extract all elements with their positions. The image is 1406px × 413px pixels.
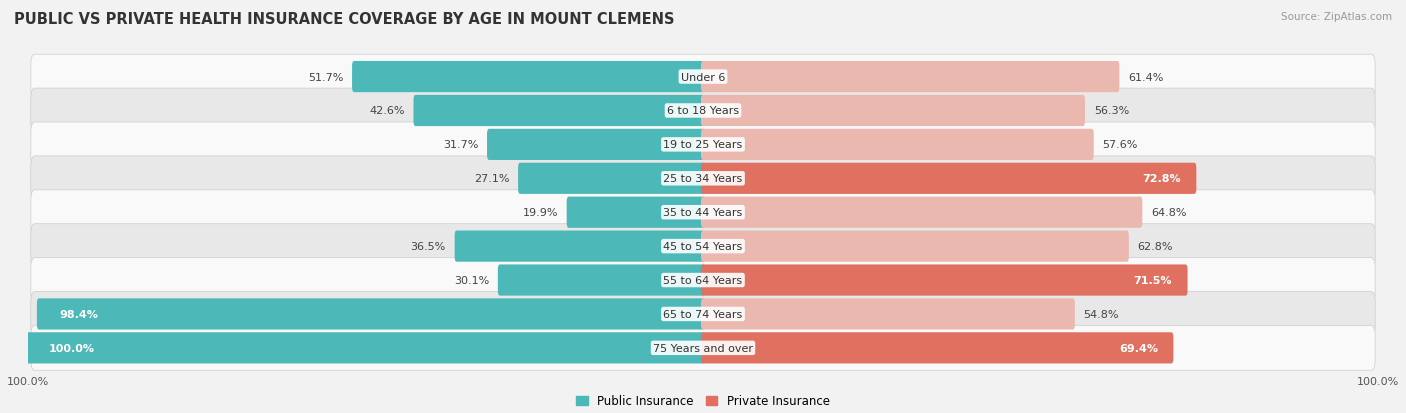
FancyBboxPatch shape [37, 299, 704, 330]
Text: PUBLIC VS PRIVATE HEALTH INSURANCE COVERAGE BY AGE IN MOUNT CLEMENS: PUBLIC VS PRIVATE HEALTH INSURANCE COVER… [14, 12, 675, 27]
FancyBboxPatch shape [31, 89, 1375, 133]
FancyBboxPatch shape [27, 332, 704, 363]
Text: 61.4%: 61.4% [1128, 72, 1164, 82]
Text: 45 to 54 Years: 45 to 54 Years [664, 242, 742, 252]
FancyBboxPatch shape [31, 224, 1375, 269]
FancyBboxPatch shape [31, 258, 1375, 303]
Text: 19.9%: 19.9% [523, 208, 558, 218]
Text: 57.6%: 57.6% [1102, 140, 1137, 150]
FancyBboxPatch shape [702, 129, 1094, 161]
Text: 55 to 64 Years: 55 to 64 Years [664, 275, 742, 285]
Text: 98.4%: 98.4% [59, 309, 98, 319]
FancyBboxPatch shape [31, 55, 1375, 100]
FancyBboxPatch shape [702, 299, 1074, 330]
FancyBboxPatch shape [31, 190, 1375, 235]
Text: 72.8%: 72.8% [1142, 174, 1181, 184]
Text: 65 to 74 Years: 65 to 74 Years [664, 309, 742, 319]
FancyBboxPatch shape [413, 96, 704, 127]
FancyBboxPatch shape [517, 163, 704, 195]
Text: 19 to 25 Years: 19 to 25 Years [664, 140, 742, 150]
FancyBboxPatch shape [31, 292, 1375, 337]
FancyBboxPatch shape [31, 157, 1375, 201]
FancyBboxPatch shape [486, 129, 704, 161]
FancyBboxPatch shape [702, 197, 1142, 228]
FancyBboxPatch shape [702, 231, 1129, 262]
FancyBboxPatch shape [498, 265, 704, 296]
FancyBboxPatch shape [31, 123, 1375, 167]
FancyBboxPatch shape [702, 265, 1188, 296]
Text: 64.8%: 64.8% [1152, 208, 1187, 218]
Text: 100.0%: 100.0% [48, 343, 94, 353]
Text: Under 6: Under 6 [681, 72, 725, 82]
FancyBboxPatch shape [702, 96, 1085, 127]
Text: 56.3%: 56.3% [1094, 106, 1129, 116]
Legend: Public Insurance, Private Insurance: Public Insurance, Private Insurance [576, 394, 830, 407]
Text: 71.5%: 71.5% [1133, 275, 1173, 285]
Text: 69.4%: 69.4% [1119, 343, 1159, 353]
Text: 54.8%: 54.8% [1084, 309, 1119, 319]
FancyBboxPatch shape [702, 332, 1174, 363]
FancyBboxPatch shape [702, 163, 1197, 195]
Text: 62.8%: 62.8% [1137, 242, 1173, 252]
FancyBboxPatch shape [702, 62, 1119, 93]
Text: 27.1%: 27.1% [474, 174, 509, 184]
Text: Source: ZipAtlas.com: Source: ZipAtlas.com [1281, 12, 1392, 22]
FancyBboxPatch shape [454, 231, 704, 262]
Text: 31.7%: 31.7% [443, 140, 478, 150]
Text: 25 to 34 Years: 25 to 34 Years [664, 174, 742, 184]
Text: 42.6%: 42.6% [370, 106, 405, 116]
FancyBboxPatch shape [31, 326, 1375, 370]
Text: 75 Years and over: 75 Years and over [652, 343, 754, 353]
Text: 35 to 44 Years: 35 to 44 Years [664, 208, 742, 218]
Text: 6 to 18 Years: 6 to 18 Years [666, 106, 740, 116]
FancyBboxPatch shape [352, 62, 704, 93]
FancyBboxPatch shape [567, 197, 704, 228]
Text: 36.5%: 36.5% [411, 242, 446, 252]
Text: 30.1%: 30.1% [454, 275, 489, 285]
Text: 51.7%: 51.7% [308, 72, 343, 82]
